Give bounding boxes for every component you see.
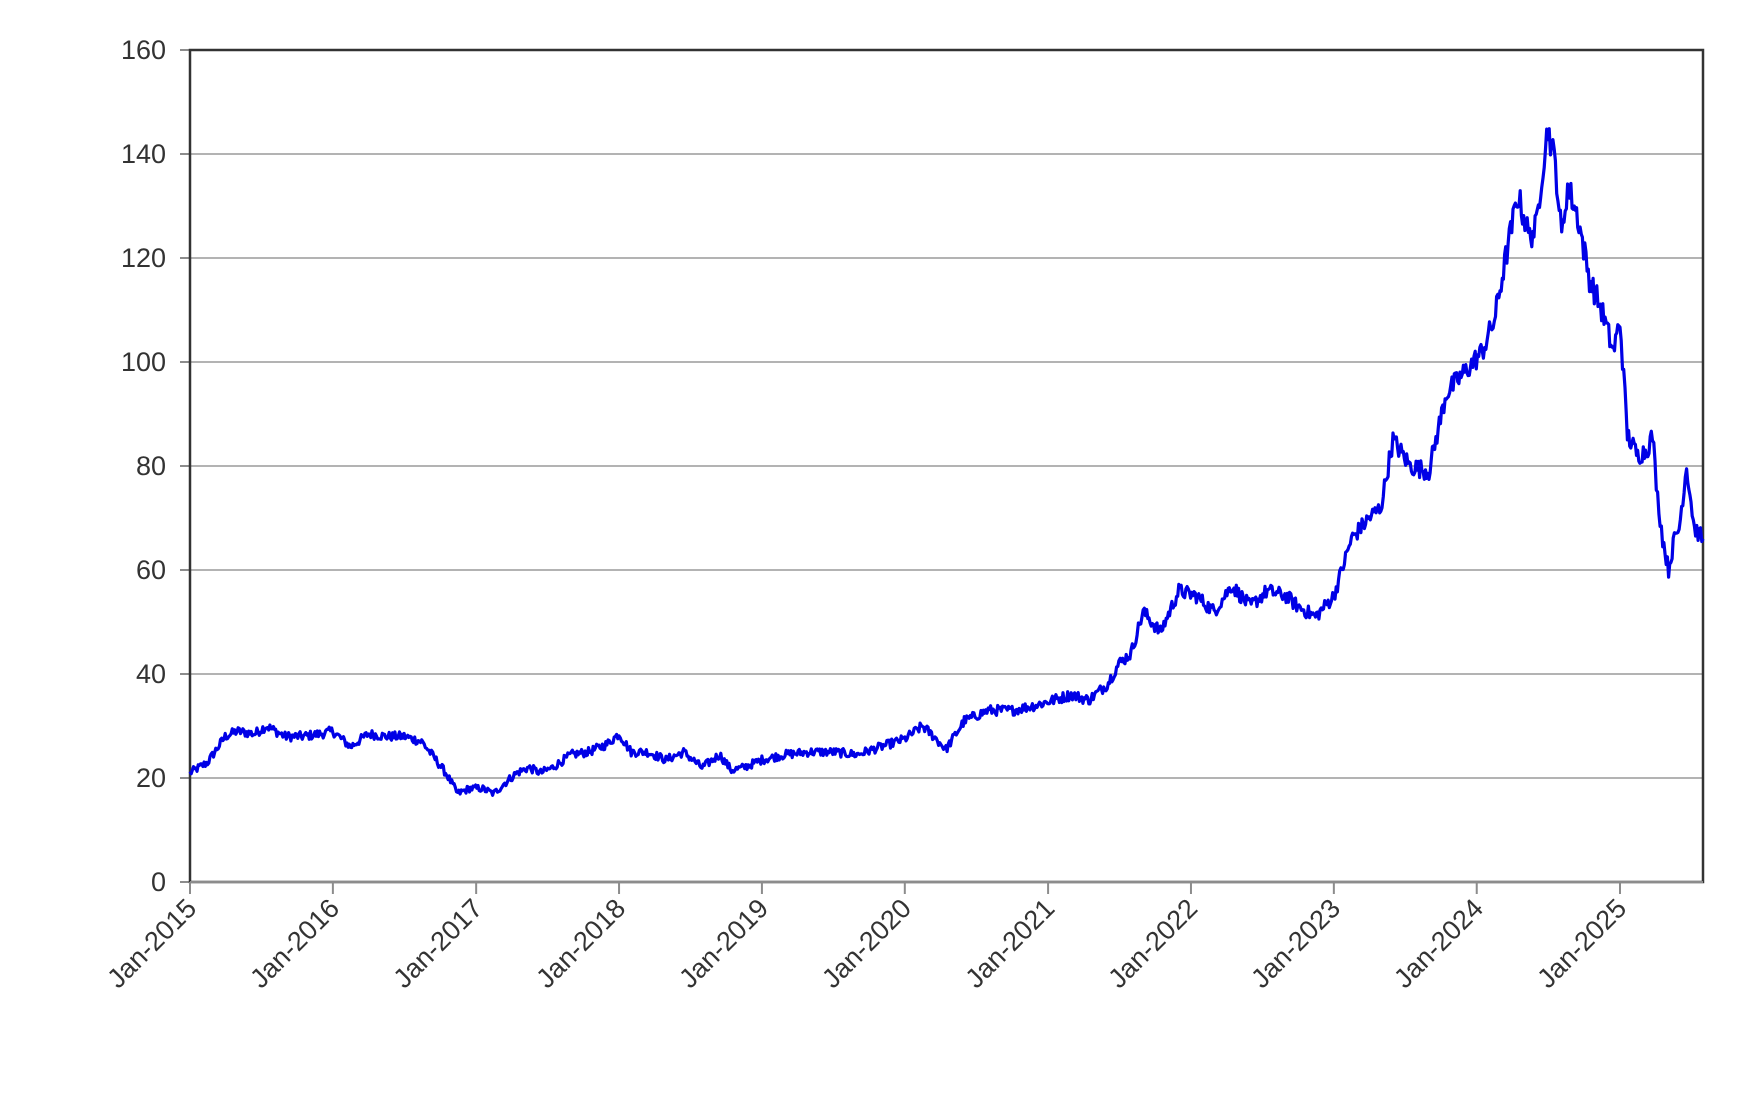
y-tick-label: 40 [136,659,166,689]
x-tick-label: Jan-2019 [673,893,774,994]
x-tick-label: Jan-2024 [1388,893,1489,994]
y-tick-labels: 0 20 40 60 80 100 120 140 160 [121,35,166,897]
x-tick-label: Jan-2025 [1531,893,1632,994]
x-tick-label: Jan-2018 [530,893,631,994]
x-tick-label: Jan-2017 [388,893,489,994]
x-tick-label: Jan-2021 [959,893,1060,994]
series-line-0 [188,127,1705,797]
y-tick-label: 140 [121,139,166,169]
x-tick-label: Jan-2020 [816,893,917,994]
y-tick-label: 80 [136,451,166,481]
series-layer [188,127,1705,797]
x-tick-label: Jan-2023 [1245,893,1346,994]
y-tick-label: 100 [121,347,166,377]
x-tick-label: Jan-2016 [244,893,345,994]
gridlines [190,49,1703,779]
x-tick-label: Jan-2015 [101,893,202,994]
x-tick-label: Jan-2022 [1102,893,1203,994]
y-tick-label: 60 [136,555,166,585]
y-tick-label: 120 [121,243,166,273]
y-tick-label: 160 [121,35,166,65]
y-tick-label: 20 [136,763,166,793]
axes [180,48,1705,894]
y-tick-label: 0 [151,867,166,897]
x-tick-labels: Jan-2015 Jan-2016 Jan-2017 Jan-2018 Jan-2019… [101,893,1632,994]
